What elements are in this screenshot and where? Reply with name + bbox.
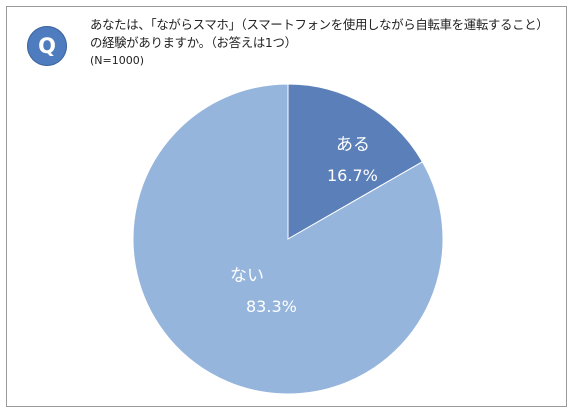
question-line-2: の経験がありますか。（お答えは1つ） bbox=[90, 35, 297, 50]
sample-size: (N=1000) bbox=[90, 54, 145, 67]
question-badge-icon: Q bbox=[27, 26, 67, 66]
pie-slice-no bbox=[132, 83, 444, 395]
pie-slices bbox=[132, 83, 444, 395]
pie-slice-yes bbox=[287, 83, 424, 240]
question-text: あなたは、「ながらスマホ」（スマートフォンを使用しながら自転車を運転すること） … bbox=[90, 16, 565, 52]
slice-label-no: ない bbox=[230, 266, 264, 286]
slice-value-yes: 16.7% bbox=[327, 166, 378, 185]
slice-value-no: 83.3% bbox=[246, 297, 297, 316]
pie-labels: ある 16.7% ない 83.3% bbox=[230, 135, 378, 316]
slice-label-yes: ある bbox=[336, 135, 370, 155]
question-line-1: あなたは、「ながらスマホ」（スマートフォンを使用しながら自転車を運転すること） bbox=[90, 17, 549, 32]
